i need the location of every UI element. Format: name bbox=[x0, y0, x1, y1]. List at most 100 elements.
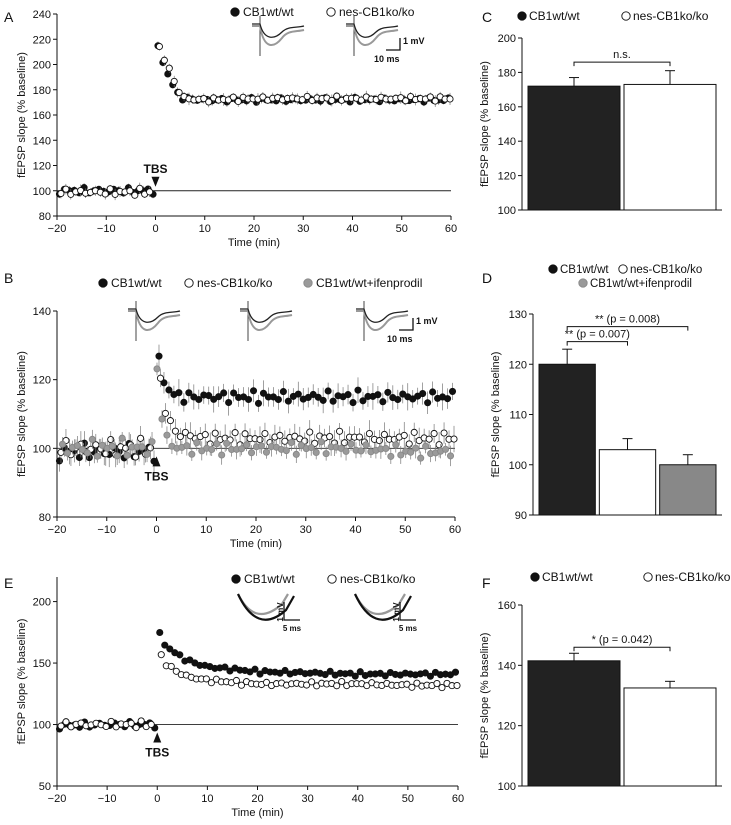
legend-label: nes-CB1ko/ko bbox=[197, 276, 273, 290]
scale-bar-y-label: 1 mV bbox=[416, 316, 438, 326]
panel-label-e: E bbox=[4, 575, 13, 591]
x-tick-label: −10 bbox=[97, 223, 116, 235]
data-point bbox=[338, 677, 346, 686]
trace-black bbox=[237, 593, 295, 621]
legend-label: nes-CB1ko/ko bbox=[340, 572, 416, 586]
significance-label: ** (p = 0.007) bbox=[565, 329, 630, 341]
x-tick-label: 60 bbox=[452, 793, 464, 805]
data-point bbox=[234, 97, 242, 106]
data-point bbox=[223, 439, 231, 447]
data-point bbox=[354, 386, 362, 394]
data-point bbox=[137, 434, 145, 442]
data-point bbox=[443, 395, 452, 403]
legend-label: nes-CB1ko/ko bbox=[633, 9, 709, 23]
scale-bar-x-label: 10 ms bbox=[387, 334, 413, 344]
data-point bbox=[441, 445, 450, 453]
legend-marker bbox=[618, 264, 628, 274]
data-point bbox=[75, 453, 83, 462]
y-tick-label: 90 bbox=[515, 510, 527, 522]
data-point bbox=[215, 393, 223, 401]
data-point bbox=[356, 668, 364, 676]
data-point bbox=[394, 395, 402, 404]
x-tick-label: 0 bbox=[153, 524, 159, 536]
data-point bbox=[359, 397, 367, 405]
data-point bbox=[108, 442, 116, 450]
y-tick-label: 100 bbox=[33, 186, 51, 198]
y-tick-label: 140 bbox=[33, 135, 51, 147]
data-point bbox=[284, 397, 292, 405]
data-point bbox=[421, 669, 429, 677]
data-point bbox=[171, 427, 179, 435]
legend-marker bbox=[327, 574, 337, 584]
data-point bbox=[429, 388, 437, 396]
data-point bbox=[374, 391, 382, 399]
y-tick-label: 100 bbox=[509, 460, 527, 472]
data-point bbox=[425, 435, 433, 443]
data-point bbox=[201, 431, 209, 439]
y-tick-label: 120 bbox=[33, 375, 51, 387]
data-point bbox=[433, 680, 441, 688]
data-point bbox=[410, 428, 418, 436]
panel-label-c: C bbox=[482, 9, 492, 25]
legend-marker bbox=[303, 278, 313, 288]
inset-trace bbox=[354, 593, 412, 621]
significance-label: n.s. bbox=[613, 49, 631, 61]
data-point bbox=[319, 396, 327, 404]
data-point bbox=[132, 453, 140, 461]
significance-bracket bbox=[566, 326, 689, 331]
data-point bbox=[106, 185, 114, 193]
x-tick-label: 10 bbox=[200, 524, 212, 536]
y-tick-label: 50 bbox=[39, 781, 51, 793]
data-point bbox=[57, 448, 65, 456]
data-point bbox=[160, 379, 168, 387]
series-cb1wt-wt bbox=[55, 41, 453, 199]
data-point bbox=[298, 96, 306, 104]
data-point bbox=[225, 398, 233, 407]
data-point bbox=[127, 719, 135, 727]
y-tick-label: 130 bbox=[509, 309, 527, 321]
data-point bbox=[63, 449, 71, 457]
legend-label: CB1wt/wt+ifenprodil bbox=[590, 278, 692, 290]
x-tick-label: 40 bbox=[346, 223, 358, 235]
legend-marker bbox=[621, 11, 631, 21]
tbs-arrow bbox=[151, 176, 160, 187]
data-point bbox=[155, 42, 163, 51]
data-point bbox=[165, 64, 173, 72]
x-tick-label: −10 bbox=[97, 524, 116, 536]
data-point bbox=[237, 681, 246, 689]
bar-nes-cb1ko-ko bbox=[623, 83, 717, 211]
y-tick-label: 120 bbox=[498, 171, 516, 183]
x-tick-label: 30 bbox=[297, 223, 309, 235]
data-point bbox=[205, 98, 213, 106]
data-point bbox=[146, 444, 155, 452]
trace-gray bbox=[252, 25, 305, 46]
data-point bbox=[453, 681, 461, 690]
scale-bar-x-label: 5 ms bbox=[399, 624, 418, 633]
data-point bbox=[256, 436, 264, 444]
data-point bbox=[102, 722, 110, 731]
data-point bbox=[175, 88, 183, 97]
scale-bar-y-label: 1 mV bbox=[276, 602, 285, 622]
data-point bbox=[156, 628, 164, 637]
inset-trace bbox=[237, 593, 295, 621]
data-point bbox=[259, 93, 267, 101]
data-point bbox=[211, 429, 219, 437]
data-point bbox=[382, 444, 390, 453]
data-point bbox=[195, 395, 203, 404]
data-point bbox=[357, 447, 365, 455]
data-point bbox=[314, 393, 322, 401]
data-point bbox=[155, 352, 163, 360]
data-point bbox=[257, 442, 266, 450]
data-point bbox=[307, 443, 315, 452]
significance-bracket bbox=[573, 61, 671, 67]
data-point bbox=[317, 438, 325, 446]
y-tick-label: 150 bbox=[33, 658, 51, 670]
y-tick-label: 120 bbox=[33, 161, 51, 173]
legend-marker bbox=[517, 11, 527, 21]
data-point bbox=[403, 680, 411, 688]
data-point bbox=[242, 441, 251, 449]
data-point bbox=[336, 427, 344, 435]
bar-nes-cb1ko-ko bbox=[598, 449, 657, 516]
data-point bbox=[328, 96, 336, 104]
x-tick-label: −20 bbox=[48, 793, 67, 805]
